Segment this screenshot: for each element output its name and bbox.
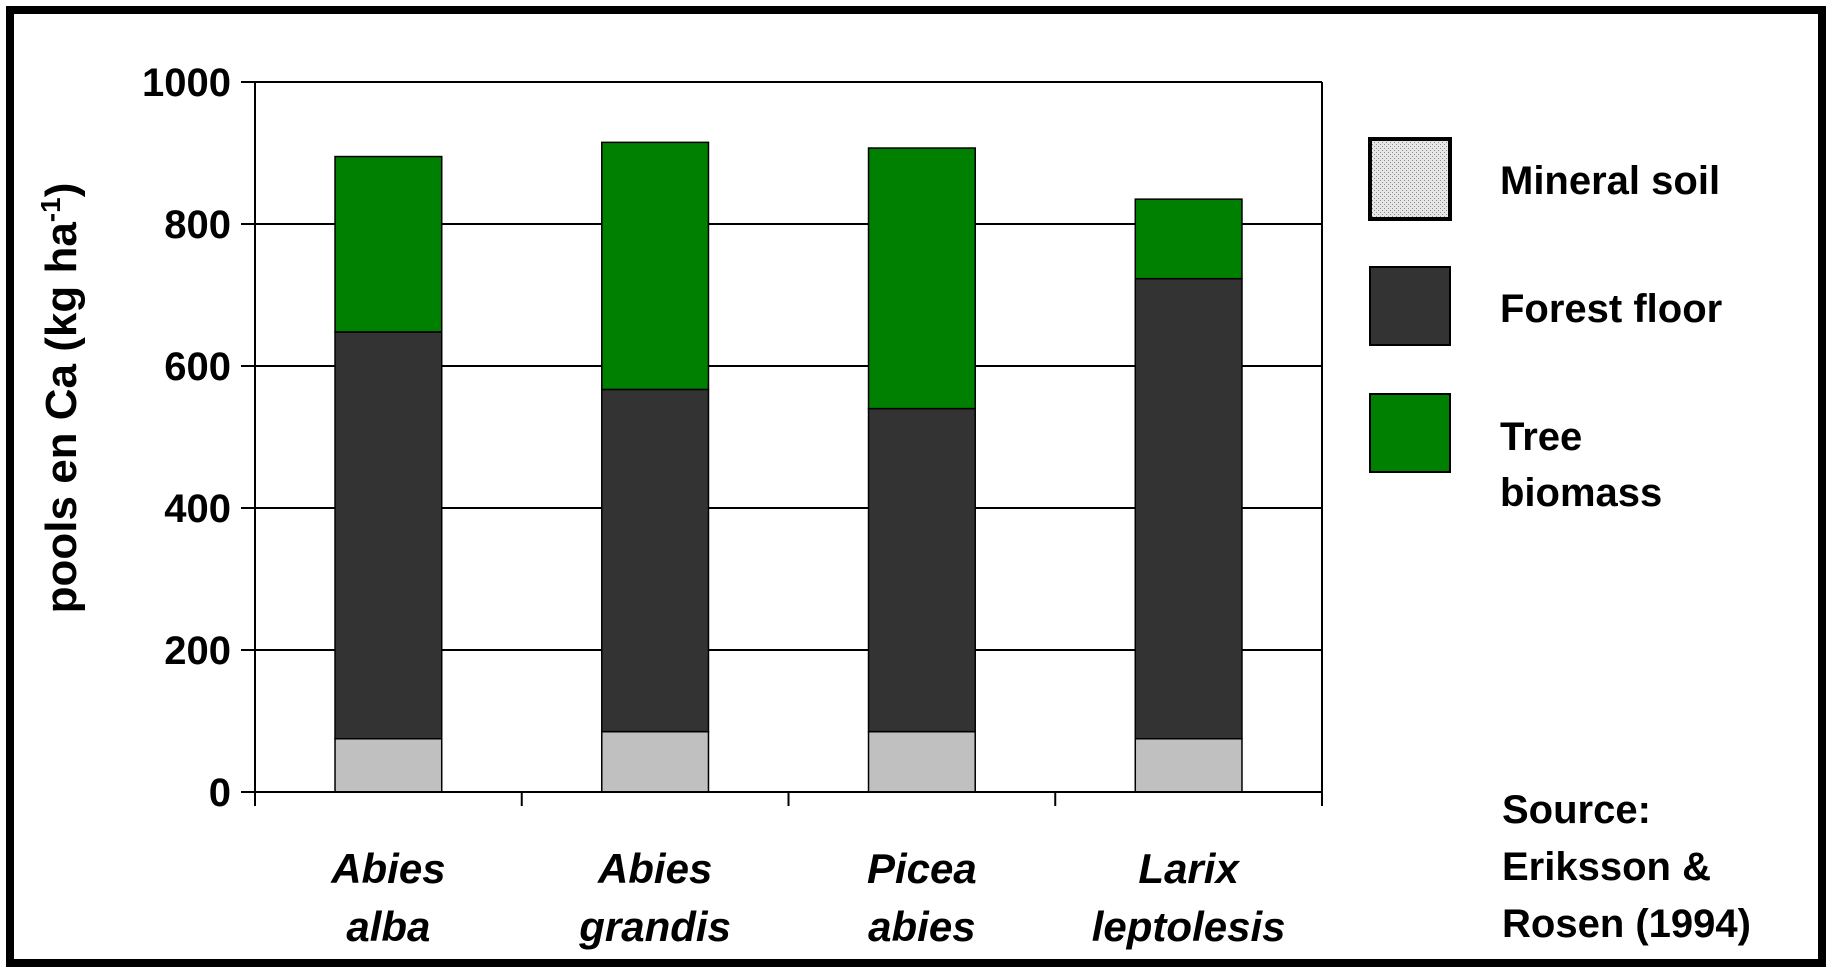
- x-tick-label: Larix: [1138, 845, 1240, 892]
- bar-segment-mineral-soil: [867, 730, 976, 793]
- legend-label: Mineral soil: [1500, 159, 1720, 203]
- y-tick-label: 200: [164, 629, 231, 673]
- bar-segment-tree-biomass: [334, 155, 443, 333]
- source-line: Eriksson &: [1502, 845, 1711, 889]
- legend-label: biomass: [1500, 471, 1662, 515]
- x-tick-label: grandis: [578, 903, 731, 950]
- x-tick-label: abies: [868, 903, 975, 950]
- legend: Mineral soil Forest floor Tree biomass: [1368, 137, 1722, 515]
- bar-segment-tree-biomass: [867, 147, 976, 410]
- y-tick-label: 0: [209, 771, 231, 815]
- bar-segment-tree-biomass: [1134, 198, 1243, 280]
- x-tick-label: Abies: [330, 845, 445, 892]
- legend-label: Tree: [1500, 415, 1582, 459]
- bar-segment-forest-floor: [1134, 277, 1243, 740]
- bar-segment-forest-floor: [334, 331, 443, 740]
- y-tick-label: 1000: [142, 61, 231, 105]
- bar-segment-mineral-soil: [334, 738, 443, 793]
- y-tick-label: 800: [164, 203, 231, 247]
- legend-swatch: [1369, 393, 1451, 473]
- bar-segment-forest-floor: [601, 388, 710, 733]
- legend-label: Forest floor: [1500, 287, 1722, 331]
- source-line: Rosen (1994): [1502, 902, 1751, 946]
- bar-segment-forest-floor: [867, 407, 976, 733]
- y-tick-label: 600: [164, 345, 231, 389]
- bar-segment-mineral-soil: [1134, 738, 1243, 793]
- source-line: Source:: [1502, 788, 1651, 832]
- bars: [334, 141, 1243, 793]
- y-axis-label: pools en Ca (kg ha-1): [35, 183, 86, 614]
- legend-swatch: [1369, 266, 1451, 346]
- x-tick-label: leptolesis: [1092, 903, 1286, 950]
- bar-segment-tree-biomass: [601, 141, 710, 391]
- x-tick-label: Picea: [867, 845, 977, 892]
- y-tick-labels: 0 200 400 600 800 1000: [142, 61, 231, 815]
- y-tick-label: 400: [164, 487, 231, 531]
- legend-swatch: [1368, 137, 1452, 221]
- bar-segment-mineral-soil: [601, 730, 710, 793]
- axes: [241, 81, 1323, 806]
- x-tick-label: alba: [346, 903, 430, 950]
- source-note: Source: Eriksson & Rosen (1994): [1502, 788, 1751, 946]
- x-tick-label: Abies: [597, 845, 712, 892]
- x-tick-labels: Abies alba Abies grandis Picea abies Larix lept…: [330, 845, 1285, 950]
